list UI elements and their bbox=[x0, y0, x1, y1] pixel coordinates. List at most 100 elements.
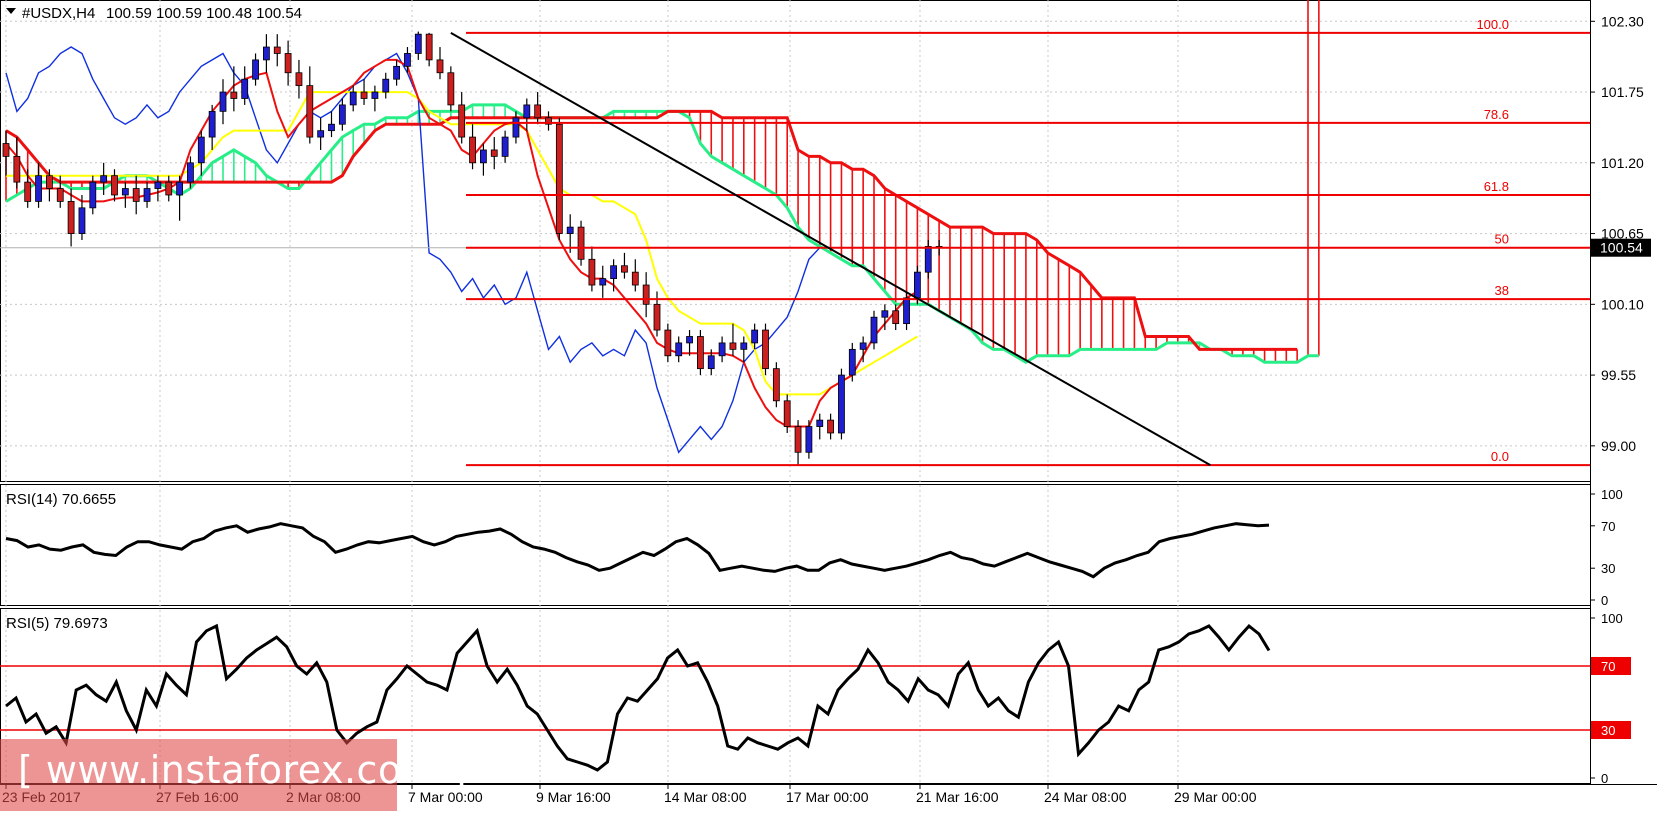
candle bbox=[371, 85, 379, 112]
candle-body bbox=[599, 278, 607, 286]
candle-body bbox=[903, 297, 910, 325]
candle-body bbox=[490, 149, 498, 157]
rsi-level-box bbox=[1591, 721, 1631, 739]
candle bbox=[599, 265, 607, 298]
rsi-level-label: 30 bbox=[1601, 723, 1615, 738]
candle-body bbox=[89, 181, 97, 209]
candle-body bbox=[187, 162, 194, 183]
candle bbox=[252, 53, 259, 86]
candle bbox=[501, 130, 509, 163]
ichimoku-cloud bbox=[5, 0, 1320, 364]
candle bbox=[208, 104, 216, 150]
candle-body bbox=[707, 355, 715, 370]
candle bbox=[664, 323, 672, 363]
rsi-tick-label: 100 bbox=[1601, 611, 1623, 626]
candle-body bbox=[208, 110, 216, 138]
trendline bbox=[450, 32, 1211, 467]
candle-body bbox=[414, 33, 422, 54]
rsi-level-box bbox=[1591, 657, 1631, 675]
watermark-text: [ www.instaforex.com ] bbox=[18, 748, 468, 792]
time-tick-label: 17 Mar 00:00 bbox=[786, 789, 869, 805]
candle bbox=[143, 182, 151, 208]
candle bbox=[176, 175, 184, 221]
candle-body bbox=[197, 136, 205, 164]
candle-body bbox=[2, 143, 10, 157]
candle bbox=[414, 31, 422, 60]
candle-body bbox=[664, 329, 672, 357]
price-tick-label: 99.00 bbox=[1601, 438, 1636, 454]
candle-body bbox=[371, 91, 379, 99]
candle-body bbox=[382, 78, 390, 93]
candle-body bbox=[458, 104, 466, 138]
candle bbox=[187, 156, 194, 189]
candle-body bbox=[262, 46, 270, 61]
candle-body bbox=[794, 426, 802, 453]
time-tick-label: 24 Mar 08:00 bbox=[1044, 789, 1127, 805]
time-tick-label: 21 Mar 16:00 bbox=[916, 789, 999, 805]
rsi14-panel-frame bbox=[0, 484, 1591, 606]
time-tick-label: 14 Mar 08:00 bbox=[664, 789, 747, 805]
candle bbox=[338, 98, 346, 131]
candle-body bbox=[132, 188, 140, 202]
time-tick-label: 7 Mar 00:00 bbox=[408, 789, 483, 805]
candle bbox=[284, 40, 292, 86]
candle-body bbox=[686, 336, 693, 344]
candle-body bbox=[241, 78, 249, 99]
candle-body bbox=[642, 284, 650, 305]
candle-body bbox=[447, 72, 455, 106]
candle bbox=[382, 72, 390, 99]
candle-body bbox=[588, 258, 596, 286]
candle-body bbox=[317, 130, 325, 138]
candle bbox=[490, 137, 498, 170]
candle bbox=[197, 130, 205, 176]
candle bbox=[707, 349, 715, 376]
candle-body bbox=[338, 104, 346, 125]
candle-body bbox=[295, 72, 303, 87]
candle-body bbox=[100, 175, 108, 183]
rsi14-panel: 100 70 30 0 bbox=[5, 487, 1623, 608]
candle bbox=[686, 330, 693, 356]
rsi-tick-label: 30 bbox=[1601, 561, 1615, 576]
candle bbox=[273, 34, 281, 67]
fib-level-label: 38 bbox=[1495, 283, 1509, 298]
candle-body bbox=[523, 104, 531, 119]
candle-body bbox=[566, 226, 574, 234]
candle bbox=[111, 169, 118, 202]
rsi-level-label: 70 bbox=[1601, 659, 1615, 674]
trendline-layer[interactable] bbox=[450, 32, 1211, 467]
candle bbox=[100, 162, 108, 195]
candle bbox=[241, 66, 249, 105]
candle-body bbox=[35, 175, 42, 202]
candle bbox=[165, 175, 173, 202]
rsi-tick-label: 0 bbox=[1601, 771, 1608, 786]
chikou-span-line bbox=[5, 46, 821, 454]
price-tick-label: 101.75 bbox=[1601, 84, 1644, 100]
candle bbox=[317, 117, 325, 150]
candle-body bbox=[67, 201, 75, 234]
fib-level-label: 61.8 bbox=[1484, 179, 1509, 194]
candle bbox=[718, 336, 726, 363]
candle bbox=[631, 259, 639, 292]
candle bbox=[89, 175, 97, 215]
candle bbox=[24, 169, 32, 208]
candle-body bbox=[892, 310, 900, 325]
candle-body bbox=[621, 265, 628, 273]
fibonacci-levels[interactable]: 100.0 78.6 61.8 50 38 0.0 bbox=[466, 17, 1590, 467]
collapse-arrow-icon[interactable] bbox=[6, 8, 16, 14]
candle bbox=[848, 342, 856, 382]
rsi5-label: RSI(5) 79.6973 bbox=[6, 615, 108, 632]
candle bbox=[555, 117, 563, 240]
time-tick-label: 29 Mar 00:00 bbox=[1174, 789, 1257, 805]
candle-body bbox=[393, 65, 401, 80]
candle bbox=[2, 130, 10, 176]
candle bbox=[436, 47, 444, 80]
candle bbox=[35, 162, 42, 208]
candle-body bbox=[783, 400, 791, 427]
candles bbox=[2, 31, 943, 466]
candle bbox=[805, 420, 813, 459]
candle-body bbox=[436, 59, 444, 74]
candle bbox=[328, 111, 335, 138]
candle bbox=[13, 137, 21, 189]
